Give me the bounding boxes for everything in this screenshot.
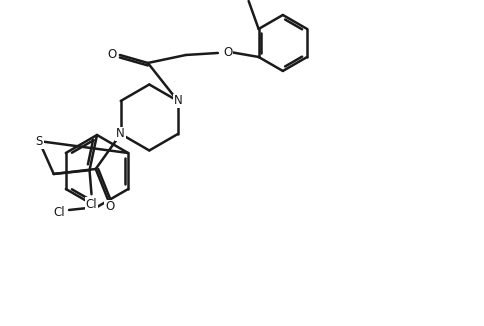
Text: N: N <box>116 127 125 141</box>
Text: Cl: Cl <box>53 205 65 218</box>
Text: N: N <box>116 127 125 141</box>
Text: O: O <box>223 47 232 59</box>
Text: S: S <box>35 135 43 148</box>
Text: Cl: Cl <box>86 198 97 211</box>
Text: O: O <box>107 49 117 62</box>
Text: N: N <box>173 95 182 108</box>
Text: O: O <box>105 200 114 214</box>
